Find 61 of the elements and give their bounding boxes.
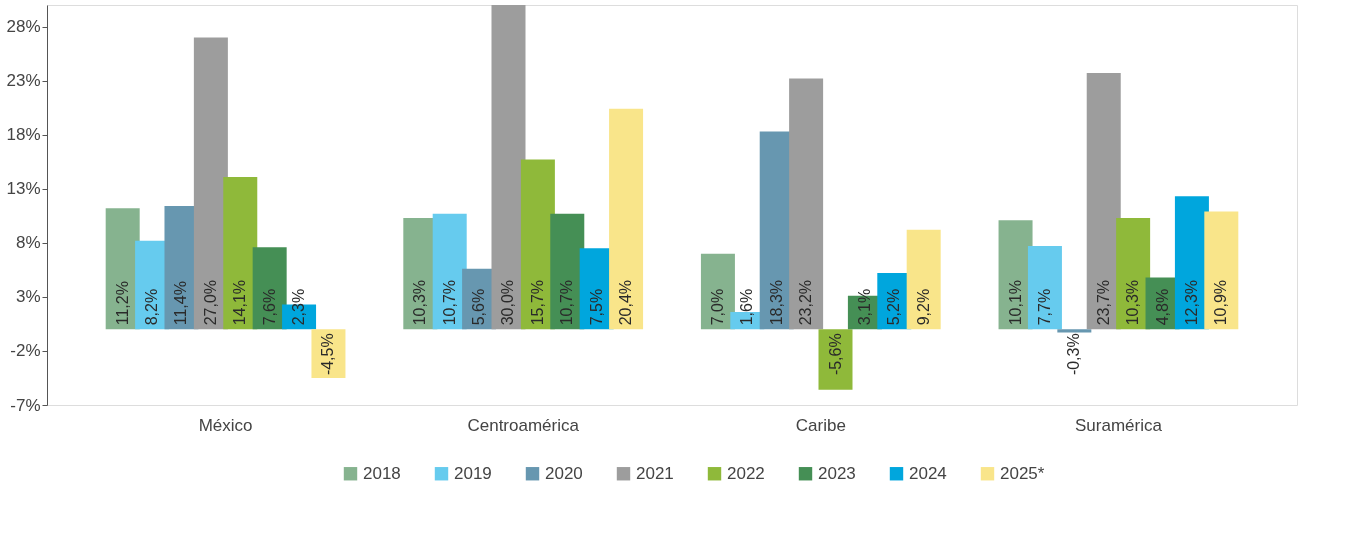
- data-label: 8,2%: [143, 288, 161, 326]
- data-label: 5,6%: [470, 288, 488, 326]
- data-label: 10,3%: [1124, 279, 1142, 326]
- legend-label: 2018: [363, 463, 401, 483]
- data-label: 10,9%: [1212, 279, 1230, 326]
- legend-label: 2023: [818, 463, 856, 483]
- data-label: 7,5%: [587, 288, 605, 326]
- data-label: 10,7%: [558, 279, 576, 326]
- legend-label: 2024: [909, 463, 947, 483]
- data-label: 11,4%: [172, 281, 190, 326]
- legend-label: 2021: [636, 463, 674, 483]
- y-tick-label: 23%: [6, 71, 41, 91]
- data-label: 10,7%: [440, 279, 458, 326]
- data-label: 15,7%: [528, 279, 546, 326]
- data-label: -0,3%: [1065, 333, 1083, 376]
- data-label: 23,2%: [797, 279, 815, 326]
- data-label: 7,0%: [708, 288, 726, 326]
- data-label: 11,2%: [113, 281, 131, 326]
- data-label: 20,4%: [617, 279, 635, 326]
- data-label: 10,3%: [411, 279, 429, 326]
- x-tick-label: Caribe: [795, 415, 846, 435]
- x-tick-label: Suramérica: [1074, 415, 1163, 435]
- data-label: 23,7%: [1094, 279, 1112, 326]
- data-label: 5,2%: [885, 288, 903, 326]
- data-label: 12,3%: [1182, 279, 1200, 326]
- y-tick-label: 3%: [15, 287, 41, 307]
- y-tick-label: -7%: [10, 395, 41, 415]
- data-label: 10,1%: [1006, 279, 1024, 326]
- data-label: 7,6%: [260, 288, 278, 326]
- data-label: -4,5%: [319, 333, 337, 376]
- bar: [1204, 211, 1239, 330]
- data-label: 7,7%: [1035, 288, 1053, 326]
- data-label: 1,6%: [738, 288, 756, 326]
- y-tick-label: 8%: [15, 233, 41, 253]
- data-label: 30,0%: [499, 279, 517, 326]
- bar: [491, 5, 526, 330]
- bar: [1057, 329, 1092, 333]
- bar: [1027, 246, 1062, 330]
- y-tick-label: 13%: [6, 179, 41, 199]
- bar: [789, 78, 824, 330]
- bar: [193, 37, 228, 330]
- x-tick-label: México: [198, 415, 253, 435]
- x-tick-label: Centroamérica: [467, 415, 580, 435]
- data-label: 4,8%: [1153, 288, 1171, 326]
- data-label: -5,6%: [826, 333, 844, 376]
- data-label: 9,2%: [914, 288, 932, 326]
- bar: [609, 108, 644, 330]
- data-label: 27,0%: [201, 279, 219, 326]
- data-label: 18,3%: [767, 279, 785, 326]
- y-tick-label: 18%: [6, 125, 41, 145]
- y-tick-label: 28%: [6, 17, 41, 37]
- legend-label: 2022: [727, 463, 765, 483]
- legend-label: 2020: [545, 463, 583, 483]
- bar: [1086, 73, 1121, 330]
- data-label: 14,1%: [231, 279, 249, 326]
- data-label: 2,3%: [290, 288, 308, 326]
- y-tick-label: -2%: [10, 341, 41, 361]
- data-label: 3,1%: [855, 288, 873, 326]
- legend-label: 2025*: [1000, 463, 1045, 483]
- bar: [906, 229, 941, 330]
- legend-label: 2019: [454, 463, 492, 483]
